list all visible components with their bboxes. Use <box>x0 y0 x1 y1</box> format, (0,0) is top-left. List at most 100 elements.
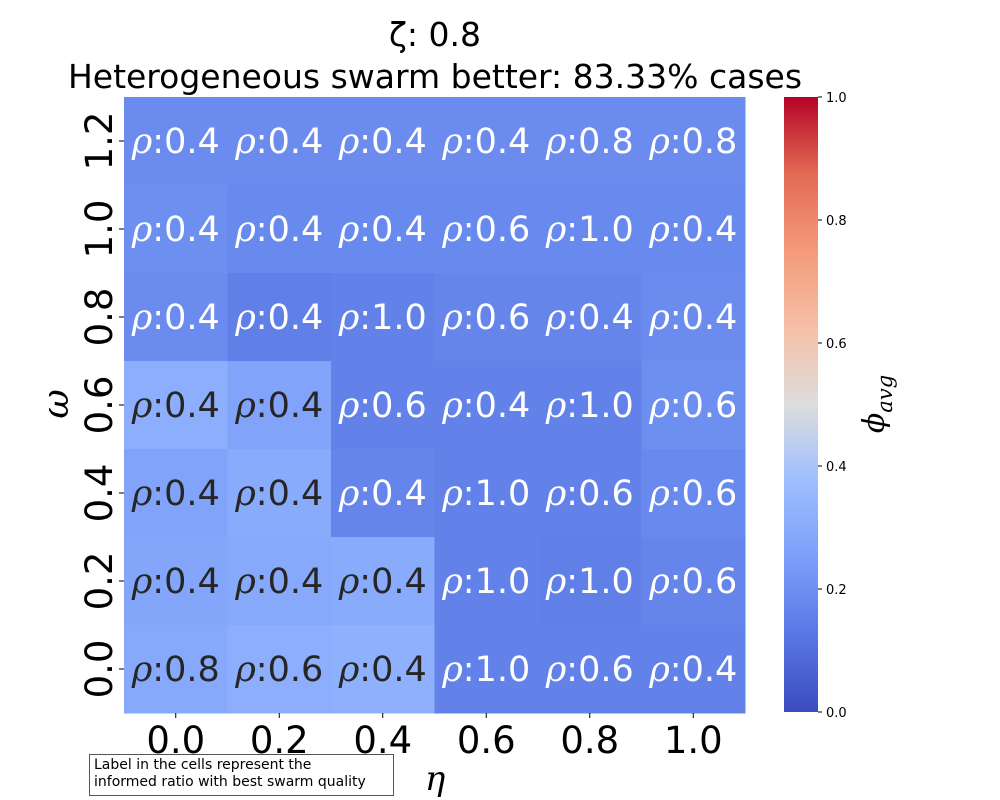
heatmap-cell-label: ρ:0.4 <box>131 122 220 162</box>
heatmap-cell-label: ρ:0.4 <box>131 298 220 338</box>
x-tick-label: 0.6 <box>457 719 516 762</box>
y-tick-label: 1.2 <box>78 112 121 171</box>
heatmap-cell-label: ρ:0.6 <box>648 562 737 602</box>
heatmap-cell-label: ρ:0.4 <box>441 386 530 426</box>
y-tick-label: 0.0 <box>78 640 121 699</box>
heatmap-cell-label: ρ:0.4 <box>234 386 323 426</box>
colorbar-tick-label: 1.0 <box>826 91 847 106</box>
heatmap-cell <box>434 625 539 714</box>
colorbar-tick-label: 0.6 <box>826 337 847 352</box>
annotation-note-line-2: informed ratio with best swarm quality <box>94 774 366 790</box>
heatmap-cell <box>434 273 539 362</box>
heatmap-cell <box>227 97 332 186</box>
heatmap-cell-label: ρ:0.4 <box>338 650 427 690</box>
heatmap-cell <box>124 449 228 538</box>
annotation-note: Label in the cells represent the informe… <box>89 754 394 796</box>
y-axis-label: ω <box>36 389 77 418</box>
y-tick-label: 0.2 <box>78 552 121 611</box>
heatmap-cell-label: ρ:1.0 <box>338 298 427 338</box>
heatmap-cell <box>538 361 642 450</box>
heatmap-cell-label: ρ:0.6 <box>441 210 530 250</box>
colorbar <box>784 97 818 712</box>
heatmap-cell-label: ρ:0.6 <box>234 650 323 690</box>
heatmap-cell-label: ρ:0.6 <box>648 386 737 426</box>
heatmap-cell-label: ρ:0.4 <box>234 562 323 602</box>
heatmap-cell <box>331 361 435 450</box>
heatmap-cell-labels: ρ:0.4 ρ:0.4 ρ:0.4 ρ:0.4 ρ:0.8 ρ:0.8 ρ:0.4 ρ:0.4… <box>131 122 738 690</box>
heatmap-cell <box>331 449 435 538</box>
heatmap-cell-label: ρ:1.0 <box>441 650 530 690</box>
annotation-note-line-1: Label in the cells represent the <box>94 757 312 773</box>
heatmap-cell <box>434 185 539 274</box>
colorbar-label-subscript: avg <box>873 375 897 413</box>
heatmap-cell <box>641 185 746 274</box>
heatmap-cell <box>434 97 539 186</box>
heatmap-cell-label: ρ:0.4 <box>131 474 220 514</box>
heatmap-cell <box>641 97 746 186</box>
heatmap-cell-label: ρ:0.4 <box>234 474 323 514</box>
heatmap-cell <box>331 97 435 186</box>
x-axis-label: η <box>425 759 446 799</box>
x-tick-label: 1.0 <box>664 719 723 762</box>
heatmap-cell-label: ρ:0.6 <box>545 474 634 514</box>
heatmap-cell <box>331 273 435 362</box>
heatmap-cell <box>227 537 332 626</box>
heatmap-cell <box>641 361 746 450</box>
heatmap-cell-label: ρ:0.4 <box>131 386 220 426</box>
y-tick-label: 0.6 <box>78 376 121 435</box>
heatmap-cell <box>538 449 642 538</box>
heatmap-cell <box>434 449 539 538</box>
heatmap-cell-label: ρ:0.4 <box>545 298 634 338</box>
heatmap-cell-label: ρ:0.4 <box>234 298 323 338</box>
heatmap-cell-label: ρ:0.8 <box>131 650 220 690</box>
y-tick-label: 1.0 <box>78 200 121 259</box>
heatmap-cells <box>124 97 746 714</box>
colorbar-ticks: 0.0 0.2 0.4 0.6 0.8 1.0 <box>818 91 847 721</box>
x-tick-label: 0.8 <box>560 719 619 762</box>
y-tick-label: 0.8 <box>78 288 121 347</box>
heatmap-cell <box>124 537 228 626</box>
heatmap-cell <box>227 273 332 362</box>
heatmap-cell-label: ρ:0.6 <box>338 386 427 426</box>
heatmap-cell-label: ρ:0.4 <box>234 210 323 250</box>
heatmap-cell <box>124 97 228 186</box>
heatmap-cell-label: ρ:0.8 <box>648 122 737 162</box>
heatmap-cell <box>434 537 539 626</box>
heatmap-cell-label: ρ:0.4 <box>648 298 737 338</box>
heatmap-cell <box>641 273 746 362</box>
heatmap-cell-label: ρ:1.0 <box>545 386 634 426</box>
heatmap-cell <box>641 449 746 538</box>
heatmap-cell <box>641 537 746 626</box>
heatmap-cell <box>331 185 435 274</box>
y-axis-ticks: 1.2 1.0 0.8 0.6 0.4 0.2 0.0 <box>78 112 124 699</box>
heatmap-cell-label: ρ:0.4 <box>131 210 220 250</box>
heatmap-cell <box>331 625 435 714</box>
heatmap-cell-label: ρ:0.4 <box>338 210 427 250</box>
heatmap-cell <box>124 273 228 362</box>
heatmap-cell-label: ρ:1.0 <box>441 562 530 602</box>
heatmap-cell <box>538 185 642 274</box>
chart-title-line-1: ζ: 0.8 <box>389 15 481 54</box>
heatmap-cell <box>538 273 642 362</box>
heatmap-cell <box>124 185 228 274</box>
heatmap-cell-label: ρ:0.4 <box>338 122 427 162</box>
heatmap-cell-label: ρ:0.6 <box>545 650 634 690</box>
heatmap-cell-label: ρ:0.4 <box>648 650 737 690</box>
heatmap-cell-label: ρ:0.4 <box>441 122 530 162</box>
heatmap-cell <box>227 449 332 538</box>
colorbar-label: ϕavg <box>857 375 897 433</box>
colorbar-tick-label: 0.8 <box>826 214 847 229</box>
heatmap-cell-label: ρ:0.4 <box>338 474 427 514</box>
colorbar-tick-label: 0.0 <box>826 706 847 721</box>
heatmap-cell-label: ρ:0.4 <box>648 210 737 250</box>
y-tick-label: 0.4 <box>78 464 121 523</box>
heatmap-cell <box>227 185 332 274</box>
heatmap-cell <box>227 625 332 714</box>
heatmap-cell <box>538 625 642 714</box>
heatmap-cell <box>641 625 746 714</box>
colorbar-tick-label: 0.4 <box>826 460 847 475</box>
heatmap-cell-label: ρ:0.4 <box>234 122 323 162</box>
heatmap-cell-label: ρ:0.6 <box>441 298 530 338</box>
chart-title-line-2: Heterogeneous swarm better: 83.33% cases <box>68 57 802 96</box>
